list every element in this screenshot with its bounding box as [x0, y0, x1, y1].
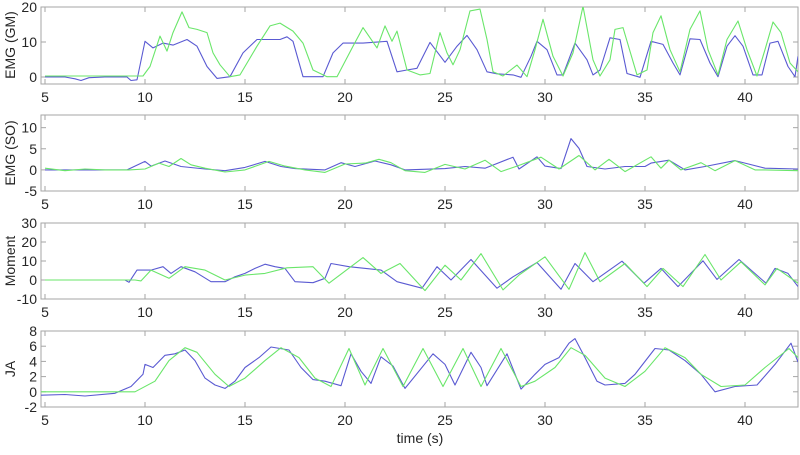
- y-tick-label: 0: [29, 272, 37, 288]
- y-axis-label: EMG (SO): [2, 120, 18, 185]
- axes-box: [40, 6, 799, 85]
- x-tick-label: 20: [337, 412, 353, 428]
- y-tick-label: 0: [29, 384, 37, 400]
- y-tick-label: 20: [21, 0, 37, 15]
- x-tick-label: 30: [537, 89, 553, 105]
- y-axis-label: EMG (GM): [2, 11, 18, 79]
- x-tick-label: 10: [137, 304, 153, 320]
- subplot-emg-so: EMG (SO) 5 10 15 20 25 30 35 40 -5 0 5 10: [2, 114, 799, 212]
- x-tick-label: 15: [237, 304, 253, 320]
- x-tick-label: 25: [437, 412, 453, 428]
- y-tick-label: -2: [25, 399, 38, 415]
- x-tick-label: 40: [737, 196, 753, 212]
- x-tick-label: 10: [137, 412, 153, 428]
- x-tick-label: 5: [41, 89, 49, 105]
- x-tick-label: 40: [737, 412, 753, 428]
- x-tick-label: 30: [537, 412, 553, 428]
- series-green-line: [44, 154, 798, 173]
- y-axis-label: Moment: [2, 236, 18, 287]
- y-axis-label: JA: [2, 360, 18, 377]
- x-tick-label: 35: [637, 196, 653, 212]
- x-tick-label: 30: [537, 196, 553, 212]
- x-tick-label: 40: [737, 304, 753, 320]
- y-tick-label: 0: [29, 162, 37, 178]
- x-tick-label: 35: [637, 89, 653, 105]
- x-tick-label: 10: [137, 89, 153, 105]
- axes-box: [40, 222, 799, 300]
- y-tick-label: -5: [25, 183, 38, 199]
- x-tick-label: 15: [237, 89, 253, 105]
- subplot-moment: Moment 5 10 15 20 25 30 35 40 -10 0 10 20 30: [2, 215, 799, 320]
- x-tick-label: 35: [637, 304, 653, 320]
- x-tick-label: 30: [537, 304, 553, 320]
- y-tick-label: 2: [29, 369, 37, 385]
- x-tick-label: 10: [137, 196, 153, 212]
- y-tick-label: 5: [29, 141, 37, 157]
- y-tick-label: 10: [21, 253, 37, 269]
- x-tick-label: 25: [437, 89, 453, 105]
- y-tick-label: 0: [29, 69, 37, 85]
- y-tick-label: 6: [29, 338, 37, 354]
- x-tick-label: 25: [437, 304, 453, 320]
- series-blue-line: [45, 258, 798, 290]
- series-green-line: [45, 7, 798, 78]
- x-tick-label: 25: [437, 196, 453, 212]
- series-green-line: [45, 252, 798, 292]
- y-tick-label: 20: [21, 234, 37, 250]
- x-tick-label: 20: [337, 89, 353, 105]
- subplot-emg-gm: EMG (GM) 5 10 15 20 25 30 35 40 0 10 20: [2, 0, 799, 105]
- series-green-line: [41, 347, 798, 393]
- y-tick-label: 4: [29, 353, 37, 369]
- x-tick-label: 5: [41, 412, 49, 428]
- x-tick-label: 15: [237, 412, 253, 428]
- y-tick-label: 30: [21, 215, 37, 231]
- x-tick-label: 5: [41, 304, 49, 320]
- x-tick-label: 20: [337, 196, 353, 212]
- series-blue-line: [45, 34, 798, 82]
- x-tick-label: 15: [237, 196, 253, 212]
- y-tick-label: 8: [29, 323, 37, 339]
- axes-box: [40, 114, 799, 192]
- y-tick-label: 10: [21, 34, 37, 50]
- x-axis-label: time (s): [397, 430, 444, 446]
- y-tick-label: -10: [17, 291, 37, 307]
- x-tick-label: 5: [41, 196, 49, 212]
- x-tick-label: 40: [737, 89, 753, 105]
- axes-box: [40, 330, 799, 408]
- y-tick-label: 10: [21, 120, 37, 136]
- x-tick-label: 20: [337, 304, 353, 320]
- x-tick-label: 35: [637, 412, 653, 428]
